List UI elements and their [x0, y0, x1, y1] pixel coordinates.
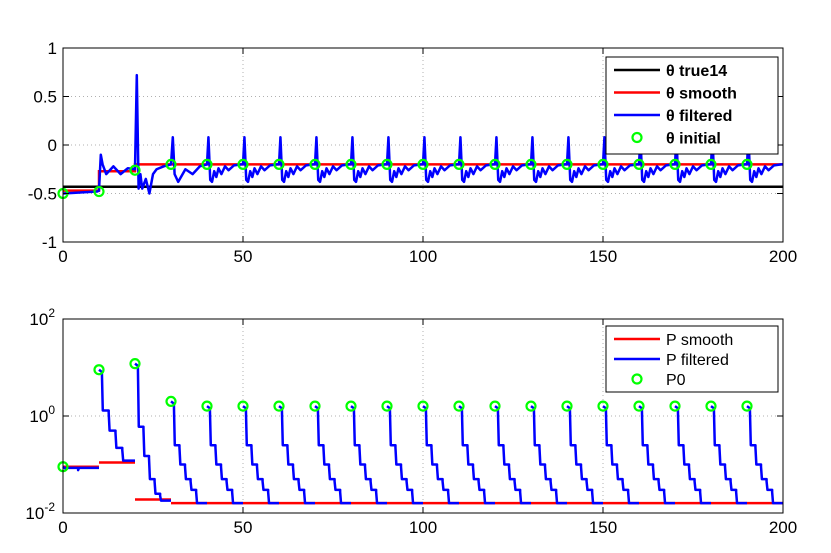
- marker-theta-initial: [129, 164, 141, 176]
- series-p-filtered: [422, 405, 459, 505]
- x-tick-label: 0: [58, 247, 67, 266]
- marker-theta-initial: [453, 158, 465, 170]
- marker-theta-initial: [561, 158, 573, 170]
- legend-label: P0: [666, 372, 686, 389]
- marker-p0: [237, 400, 249, 412]
- series-p-filtered: [314, 405, 351, 505]
- marker-p0: [345, 400, 357, 412]
- legend-label: θ initial: [666, 131, 721, 148]
- theta-plot: 0 50 100 150 200 -1 -0.5 0 0.5 1 θ true14 θ smooth θ…: [28, 39, 797, 266]
- series-p-filtered: [278, 405, 315, 505]
- marker-theta-initial: [669, 158, 681, 170]
- marker-theta-initial: [237, 158, 249, 170]
- x-tick-label: 50: [234, 247, 253, 266]
- series-p-filtered: [458, 405, 495, 505]
- y-tick-label: 102: [29, 306, 55, 329]
- x-tick-label: 100: [409, 518, 437, 537]
- marker-p0: [561, 400, 573, 412]
- marker-theta-initial: [633, 158, 645, 170]
- legend-label: θ smooth: [666, 86, 737, 103]
- covariance-plot: 0 50 100 150 200 10-2 100 102 P smooth P filtered…: [25, 306, 797, 537]
- series-p-filtered: [602, 405, 639, 505]
- marker-theta-initial: [201, 158, 213, 170]
- x-tick-label: 150: [589, 247, 617, 266]
- marker-p0: [129, 358, 141, 370]
- y-tick-label: -0.5: [28, 185, 57, 204]
- legend-label: θ true14: [666, 63, 727, 80]
- marker-theta-initial: [705, 158, 717, 170]
- marker-theta-initial: [273, 158, 285, 170]
- marker-theta-initial: [417, 158, 429, 170]
- x-tick-label: 50: [234, 518, 253, 537]
- series-p-filtered: [674, 405, 711, 505]
- series-theta-filtered: [62, 73, 783, 195]
- marker-p0: [309, 400, 321, 412]
- legend-label: P filtered: [666, 352, 729, 369]
- legend-marker: [631, 131, 643, 144]
- x-tick-label: 150: [589, 518, 617, 537]
- marker-theta-initial: [345, 158, 357, 170]
- series-p-filtered: [242, 405, 279, 505]
- series-p-filtered: [494, 405, 531, 505]
- marker-theta-initial: [489, 158, 501, 170]
- y-tick-label: 0.5: [33, 88, 57, 107]
- series-p-filtered: [386, 405, 423, 505]
- marker-p0: [633, 400, 645, 412]
- x-tick-label: 100: [409, 247, 437, 266]
- series-p-filtered: [98, 368, 135, 462]
- series-p-filtered: [350, 405, 387, 505]
- series-p-filtered: [530, 405, 567, 505]
- x-tick-label: 0: [58, 518, 67, 537]
- marker-theta-initial: [165, 158, 177, 170]
- x-tick-label: 200: [769, 247, 797, 266]
- marker-p0: [489, 400, 501, 412]
- marker-p0: [165, 395, 177, 408]
- series-p-filtered: [746, 405, 783, 505]
- series-p-filtered: [638, 405, 675, 505]
- series-p-filtered: [134, 362, 171, 502]
- marker-p0: [453, 400, 465, 412]
- marker-p0: [597, 400, 609, 412]
- marker-p0: [201, 400, 213, 412]
- y-tick-label: 0: [48, 136, 57, 155]
- marker-p0: [669, 400, 681, 412]
- marker-theta-initial: [93, 185, 105, 198]
- marker-theta-initial: [525, 158, 537, 170]
- y-tick-label: -1: [42, 233, 57, 252]
- legend-label: θ filtered: [666, 108, 732, 125]
- series-p-filtered: [206, 405, 243, 505]
- marker-p0: [525, 400, 537, 412]
- marker-p0: [741, 400, 753, 412]
- marker-p0: [705, 400, 717, 412]
- series-p-filtered: [170, 400, 207, 505]
- legend-box: [605, 56, 779, 155]
- y-tick-label: 1: [48, 39, 57, 58]
- y-tick-label: 100: [29, 403, 55, 426]
- x-tick-label: 200: [769, 518, 797, 537]
- marker-theta-initial: [741, 158, 753, 170]
- y-tick-label: 10-2: [25, 500, 55, 523]
- legend-label: P smooth: [666, 332, 733, 349]
- marker-p0: [417, 400, 429, 412]
- marker-p0: [93, 364, 105, 376]
- legend-marker: [631, 373, 643, 385]
- marker-theta-initial: [309, 158, 321, 170]
- series-p-filtered: [566, 405, 603, 505]
- marker-p0: [381, 400, 393, 412]
- marker-theta-initial: [597, 158, 609, 170]
- series-p-filtered: [710, 405, 747, 505]
- marker-p0: [273, 400, 285, 412]
- marker-theta-initial: [381, 158, 393, 170]
